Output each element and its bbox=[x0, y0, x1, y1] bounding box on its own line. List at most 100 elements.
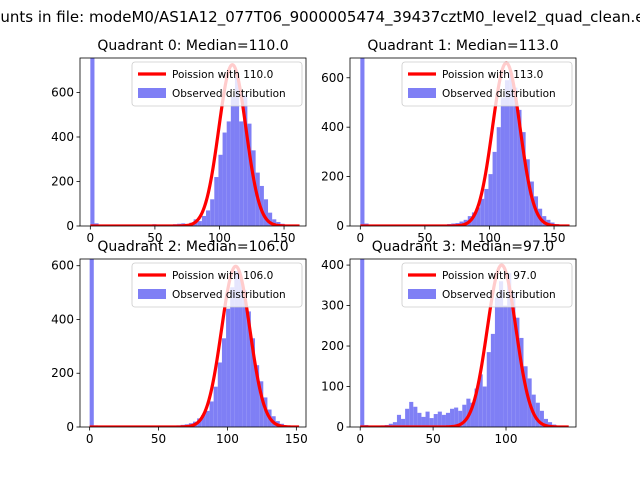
x-tick-label: 100 bbox=[216, 432, 239, 446]
histogram-bar bbox=[243, 94, 248, 226]
subplot-quadrant-1: 0 50 100 150 0 200 400 600 Quadrant 1: Median=11… bbox=[321, 38, 577, 245]
histogram-bar bbox=[425, 411, 430, 427]
x-tick-label: 50 bbox=[417, 231, 432, 245]
histogram-bar bbox=[513, 87, 518, 226]
histogram-bar bbox=[454, 407, 459, 427]
histogram-bar bbox=[413, 406, 418, 427]
histogram-bar bbox=[392, 422, 397, 427]
histogram-bar bbox=[239, 121, 244, 226]
histogram-bar bbox=[259, 185, 264, 226]
legend-observed-label: Observed distribution bbox=[442, 289, 556, 301]
y-tick-label: 400 bbox=[51, 312, 74, 326]
histogram-bar bbox=[515, 317, 520, 427]
legend-box bbox=[131, 262, 303, 308]
histogram-bar bbox=[484, 188, 489, 226]
histogram-bar bbox=[214, 177, 219, 226]
histogram-bar bbox=[496, 127, 501, 226]
y-tick-label: 200 bbox=[321, 170, 344, 184]
legend-observed-label: Observed distribution bbox=[442, 88, 556, 100]
histogram-bar bbox=[521, 132, 526, 226]
histogram-bar bbox=[519, 337, 524, 427]
histogram-bar bbox=[471, 212, 477, 226]
legend: Poission with 110.0 Observed distribution bbox=[131, 61, 303, 107]
histogram-bar bbox=[433, 414, 438, 427]
histogram-bar bbox=[209, 401, 214, 427]
x-tick-label: 0 bbox=[357, 231, 365, 245]
x-tick-label: 0 bbox=[356, 432, 364, 446]
histogram-bar bbox=[401, 418, 406, 427]
histogram-bar bbox=[529, 181, 534, 226]
histogram-bar bbox=[272, 219, 277, 226]
subplot-quadrant-3: 0 50 100 0 100 200 300 400 Quadrant 3: Median=97… bbox=[321, 239, 577, 446]
histogram-bar bbox=[226, 308, 231, 427]
histogram-bar bbox=[218, 154, 223, 226]
histogram-bar bbox=[213, 386, 218, 427]
histogram-bar bbox=[543, 418, 549, 427]
y-tick-label: 200 bbox=[321, 339, 344, 353]
x-tick-label: 100 bbox=[478, 231, 501, 245]
histogram-bar bbox=[217, 362, 222, 427]
x-tick-label: 100 bbox=[208, 231, 231, 245]
histogram-bar bbox=[441, 414, 446, 427]
subplot-quadrant-2: 0 50 100 150 0 200 400 600 Quadrant 2: Median=10… bbox=[51, 239, 308, 446]
x-tick-label: 150 bbox=[273, 231, 296, 245]
legend: Poission with 113.0 Observed distribution bbox=[401, 61, 573, 107]
histogram-bar bbox=[482, 386, 487, 427]
histogram-bar bbox=[488, 174, 493, 226]
histogram-bar bbox=[210, 199, 215, 226]
histogram-bar bbox=[417, 412, 422, 427]
histogram-bar bbox=[255, 365, 260, 427]
histogram-bar bbox=[234, 271, 239, 427]
x-tick-label: 50 bbox=[425, 432, 440, 446]
histogram-bar bbox=[437, 411, 442, 427]
histogram-bar bbox=[360, 259, 365, 427]
y-tick-label: 200 bbox=[51, 174, 74, 188]
histogram-bar bbox=[246, 311, 251, 427]
poisson-curve bbox=[359, 61, 571, 226]
histogram-bar bbox=[222, 132, 227, 226]
y-tick-label: 0 bbox=[336, 420, 344, 434]
histogram-bar bbox=[242, 289, 247, 427]
subplot-quadrant-0: 0 50 100 150 0 200 400 600 Quadrant 0: Median=11… bbox=[51, 38, 307, 245]
x-tick-label: 150 bbox=[285, 432, 308, 446]
histogram-bar bbox=[458, 410, 463, 427]
histogram-bar bbox=[476, 207, 481, 226]
histogram-bar bbox=[462, 404, 467, 427]
histogram-bar bbox=[230, 96, 235, 226]
histogram-bar bbox=[421, 416, 426, 427]
legend-box bbox=[131, 61, 303, 107]
legend-observed-swatch bbox=[138, 88, 166, 98]
histogram-bar bbox=[268, 212, 273, 226]
histogram-bar bbox=[206, 210, 211, 226]
legend-observed-label: Observed distribution bbox=[172, 289, 286, 301]
histogram-bar bbox=[409, 401, 414, 427]
y-tick-label: 0 bbox=[66, 420, 74, 434]
y-tick-label: 0 bbox=[336, 219, 344, 233]
legend-box bbox=[401, 61, 573, 107]
legend: Poission with 106.0 Observed distribution bbox=[131, 262, 303, 308]
y-tick-label: 600 bbox=[321, 71, 344, 85]
x-tick-label: 150 bbox=[543, 231, 566, 245]
histogram-bar bbox=[499, 281, 504, 427]
poisson-curve bbox=[89, 63, 301, 226]
histogram-bar bbox=[197, 221, 202, 226]
histogram-bar bbox=[525, 159, 530, 226]
histogram-bar bbox=[247, 123, 252, 226]
histogram-bar bbox=[90, 58, 95, 226]
histogram-bar bbox=[230, 287, 235, 427]
histogram-bar bbox=[492, 151, 497, 226]
histogram-bar bbox=[263, 199, 269, 226]
x-tick-label: 100 bbox=[495, 432, 518, 446]
axes-frame bbox=[79, 57, 307, 227]
x-tick-label: 0 bbox=[86, 432, 94, 446]
histogram-bar bbox=[450, 408, 455, 427]
histogram-bar bbox=[234, 76, 240, 226]
histogram-bar bbox=[470, 402, 475, 427]
y-tick-label: 200 bbox=[51, 366, 74, 380]
legend-poisson-label: Poission with 106.0 bbox=[172, 270, 273, 282]
histogram-bar bbox=[486, 352, 491, 427]
legend-poisson-label: Poission with 97.0 bbox=[442, 270, 537, 282]
histogram-bar bbox=[523, 366, 528, 427]
axes-frame bbox=[79, 258, 307, 428]
